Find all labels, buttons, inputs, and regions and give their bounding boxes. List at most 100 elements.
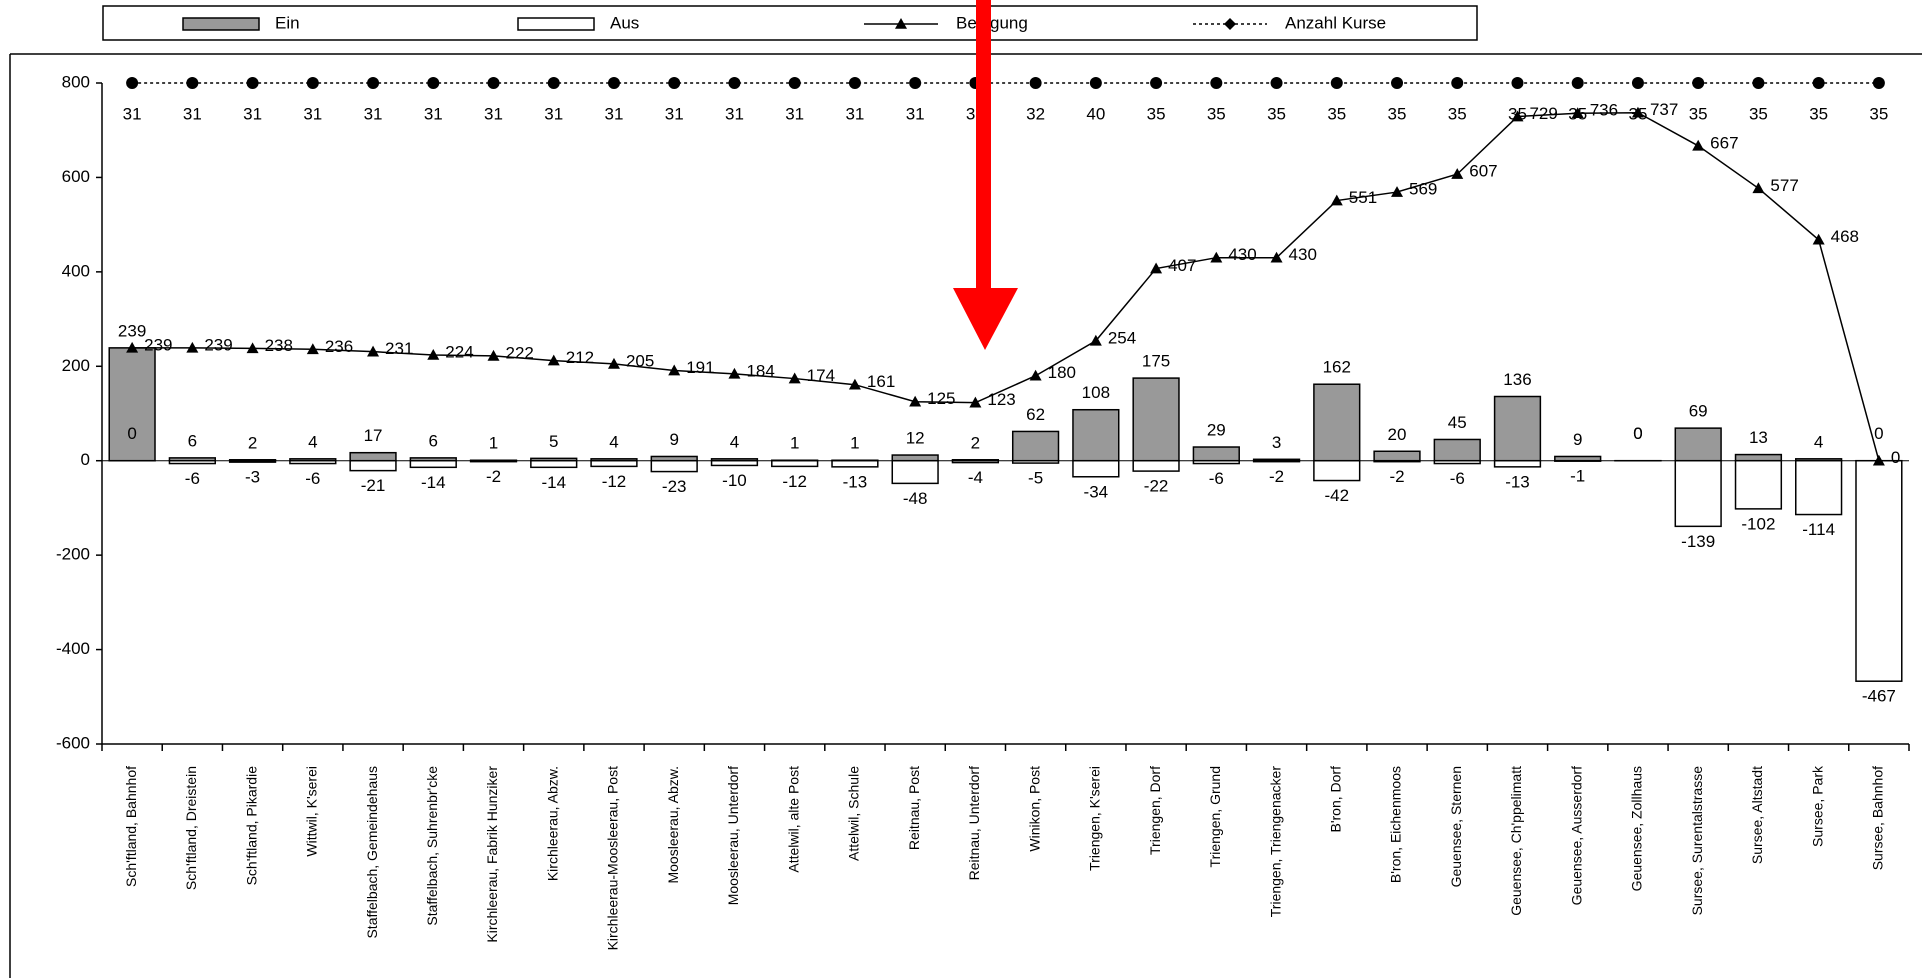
legend-swatch xyxy=(517,17,595,31)
x-tick-label: Triengen, K'serei xyxy=(1087,766,1103,871)
data-label: 175 xyxy=(1142,352,1170,371)
line xyxy=(132,111,1880,461)
data-label: 729 xyxy=(1529,104,1557,123)
data-label: 9 xyxy=(1573,430,1582,449)
data-label: 123 xyxy=(987,390,1015,409)
marker xyxy=(1631,77,1644,89)
bar xyxy=(1493,459,1542,468)
marker xyxy=(427,348,440,360)
marker xyxy=(126,77,139,89)
marker xyxy=(788,77,801,89)
data-label: 0 xyxy=(127,424,136,443)
data-label: 236 xyxy=(325,337,353,356)
data-label: 736 xyxy=(1590,101,1618,120)
bar xyxy=(891,454,939,462)
marker xyxy=(1511,77,1524,89)
bar xyxy=(710,459,759,467)
marker xyxy=(1391,186,1404,197)
data-label: 607 xyxy=(1469,162,1497,181)
data-label: -42 xyxy=(1324,486,1349,505)
x-tick-label: Reitnau, Post xyxy=(906,766,922,850)
bar xyxy=(1132,459,1180,472)
x-tick-label: Staffelbach, Suhrenbr'cke xyxy=(424,766,440,926)
data-label: -2 xyxy=(486,467,501,486)
data-label: 5 xyxy=(549,432,558,451)
x-tick-label: Kirchleerau-Moosleerau, Post xyxy=(605,766,621,951)
bar xyxy=(1072,459,1120,478)
x-tick-label: Triengen, Triengenacker xyxy=(1267,766,1283,918)
marker xyxy=(1150,77,1163,89)
bar xyxy=(228,459,277,463)
data-label: 430 xyxy=(1289,245,1317,264)
x-tick-label: Staffelbach, Gemeindehaus xyxy=(364,766,380,939)
legend-label: Belegung xyxy=(956,13,1028,32)
data-label: 31 xyxy=(785,104,804,123)
data-label: 29 xyxy=(1207,421,1226,440)
x-tick-label: Moosleerau, Abzw. xyxy=(665,766,681,884)
data-label: 0 xyxy=(1633,424,1642,443)
marker xyxy=(607,77,620,89)
marker xyxy=(1330,194,1343,206)
x-tick-label: Sursee, Park xyxy=(1809,765,1825,847)
bar xyxy=(349,451,397,462)
data-label: 1 xyxy=(790,434,799,453)
marker xyxy=(668,364,681,376)
x-tick-label: Triengen, Grund xyxy=(1207,766,1223,867)
data-label: 35 xyxy=(1809,104,1828,123)
marker xyxy=(1571,107,1584,119)
bar xyxy=(1734,453,1783,462)
bar xyxy=(1795,459,1843,516)
data-label: 205 xyxy=(626,351,654,370)
bar xyxy=(1132,377,1180,462)
x-tick-label: Wittwil, K'serei xyxy=(304,766,320,857)
x-tick-label: Attelwil, Schule xyxy=(846,766,862,861)
marker xyxy=(1391,77,1404,89)
data-label: -12 xyxy=(602,472,627,491)
data-label: 4 xyxy=(308,432,317,451)
arrow-shaft xyxy=(976,0,991,290)
data-label: 35 xyxy=(1628,104,1647,123)
legend-label: Ein xyxy=(275,13,300,32)
data-label: -10 xyxy=(722,471,747,490)
bar xyxy=(409,459,457,469)
data-label: -34 xyxy=(1084,482,1109,501)
data-label: 2 xyxy=(971,433,980,452)
bar xyxy=(1734,459,1783,510)
data-label: 31 xyxy=(183,104,202,123)
data-label: 430 xyxy=(1228,245,1256,264)
bar xyxy=(1192,459,1240,465)
y-tick-label: 800 xyxy=(62,72,90,91)
bar xyxy=(469,459,518,463)
x-tick-label: Reitnau, Unterdorf xyxy=(966,766,982,881)
bar xyxy=(1433,459,1481,465)
marker xyxy=(788,372,801,384)
data-label: 35 xyxy=(1568,104,1587,123)
data-label: -5 xyxy=(1028,469,1043,488)
bar xyxy=(951,459,1000,464)
marker xyxy=(1812,233,1825,245)
data-label: 0 xyxy=(1874,424,1883,443)
data-label: 161 xyxy=(867,372,895,391)
data-label: 31 xyxy=(123,104,142,123)
bar xyxy=(1011,459,1060,464)
x-tick-label: Geuensee, Sternen xyxy=(1448,766,1464,887)
data-label: 31 xyxy=(605,104,624,123)
data-label: 31 xyxy=(243,104,262,123)
data-label: 239 xyxy=(204,335,232,354)
data-label: 191 xyxy=(686,358,714,377)
data-label: 569 xyxy=(1409,180,1437,199)
marker xyxy=(427,77,440,89)
marker xyxy=(487,349,500,361)
marker xyxy=(186,341,199,353)
x-tick-label: Attelwil, alte Post xyxy=(785,766,801,873)
data-label: -4 xyxy=(968,468,983,487)
y-tick-label: 0 xyxy=(81,450,90,469)
data-label: 31 xyxy=(845,104,864,123)
y-tick-label: -400 xyxy=(56,639,90,658)
marker xyxy=(547,77,560,89)
bar xyxy=(1674,427,1722,462)
data-label: 136 xyxy=(1503,370,1531,389)
data-label: 212 xyxy=(566,348,594,367)
bar xyxy=(891,459,939,485)
